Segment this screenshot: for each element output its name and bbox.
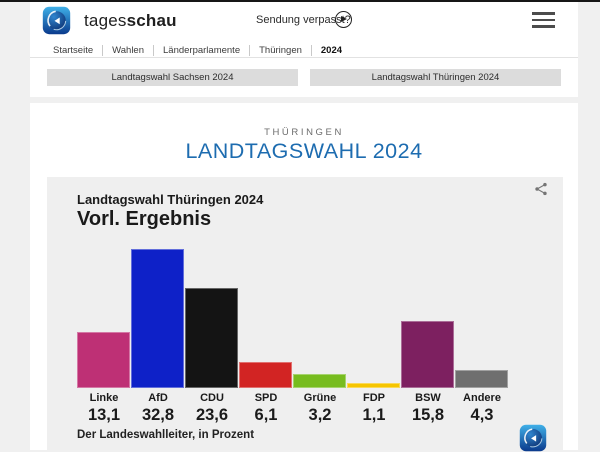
chart-bar [293, 374, 346, 388]
bar-value: 15,8 [411, 406, 445, 424]
breadcrumb-thueringen[interactable]: Thüringen [250, 45, 312, 56]
share-icon[interactable] [534, 182, 548, 196]
result-chart-card: Landtagswahl Thüringen 2024 Vorl. Ergebn… [47, 177, 563, 452]
chart-bar [401, 321, 454, 388]
bar-value: 1,1 [362, 406, 386, 424]
chart-bar [185, 288, 238, 388]
page-title: LANDTAGSWAHL 2024 [185, 139, 423, 163]
bar-label: CDU [200, 392, 224, 404]
election-tabs: Landtagswahl Sachsen 2024 Landtagswahl T… [47, 69, 561, 86]
site-header: tagesschau Sendung verpasst? Startseite … [30, 2, 578, 97]
sendung-verpasst-link[interactable]: Sendung verpasst? [256, 14, 351, 26]
breadcrumb-wahlen[interactable]: Wahlen [103, 45, 154, 56]
bar-value: 23,6 [195, 406, 229, 424]
breadcrumb-2024[interactable]: 2024 [320, 45, 343, 56]
bar-label: Andere [463, 392, 501, 404]
tagesschau-logo-icon[interactable] [42, 6, 71, 35]
main-content: THÜRINGEN LANDTAGSWAHL 2024 Landtagswahl… [30, 103, 578, 452]
bar-label: SPD [254, 392, 278, 404]
chart-source: Der Landeswahlleiter, in Prozent [77, 429, 255, 441]
chart-column: Andere 4,3 [455, 249, 509, 425]
breadcrumb-startseite[interactable]: Startseite [47, 45, 104, 56]
chart-subtitle: Vorl. Ergebnis [77, 208, 212, 230]
chart-bar [347, 383, 400, 388]
tagesschau-corner-logo-icon [519, 424, 547, 452]
bar-label: BSW [415, 392, 441, 404]
bar-value: 32,8 [141, 406, 175, 424]
chart-bars: Linke 13,1 AfD 32,8 CDU 23,6 SPD 6,1 Grüne 3,2 FDP… [77, 249, 509, 425]
page-kicker: THÜRINGEN [264, 127, 344, 138]
bar-value: 3,2 [308, 406, 332, 424]
chart-column: Linke 13,1 [77, 249, 131, 425]
breadcrumb-laenderparlamente[interactable]: Länderparlamente [154, 45, 251, 56]
window-top-border [0, 0, 600, 2]
bar-value: 13,1 [87, 406, 121, 424]
brand-row: tagesschau Sendung verpasst? [30, 2, 578, 42]
chart-bar [131, 249, 184, 388]
tab-landtagswahl-thueringen[interactable]: Landtagswahl Thüringen 2024 [310, 69, 561, 86]
bar-label: FDP [363, 392, 385, 404]
chart-column: Grüne 3,2 [293, 249, 347, 425]
chart-bar [239, 362, 292, 388]
bar-label: AfD [148, 392, 168, 404]
chart-bar [455, 370, 508, 388]
chart-column: SPD 6,1 [239, 249, 293, 425]
chart-column: AfD 32,8 [131, 249, 185, 425]
chart-bar [77, 332, 130, 388]
bar-value: 4,3 [470, 406, 494, 424]
chart-column: CDU 23,6 [185, 249, 239, 425]
bar-label: Grüne [303, 392, 337, 404]
divider [30, 57, 578, 58]
play-icon[interactable] [335, 11, 352, 28]
bar-label: Linke [89, 392, 119, 404]
breadcrumb: Startseite Wahlen Länderparlamente Thüri… [47, 43, 351, 58]
chart-column: FDP 1,1 [347, 249, 401, 425]
chart-title: Landtagswahl Thüringen 2024 [77, 192, 264, 207]
bar-value: 6,1 [254, 406, 278, 424]
chart-column: BSW 15,8 [401, 249, 455, 425]
brand-wordmark[interactable]: tagesschau [84, 11, 177, 30]
tab-landtagswahl-sachsen[interactable]: Landtagswahl Sachsen 2024 [47, 69, 298, 86]
menu-icon[interactable] [532, 12, 555, 29]
